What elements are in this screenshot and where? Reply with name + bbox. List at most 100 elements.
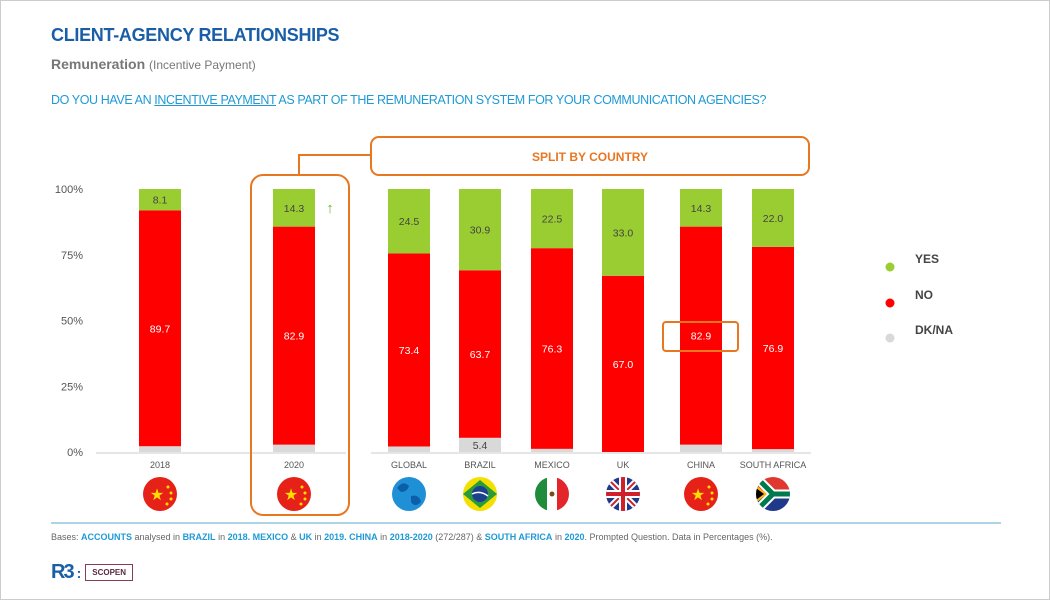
flag-body [392,477,426,511]
bases-part: ACCOUNTS [81,532,133,542]
flag-body: ★ [277,477,311,511]
page-title: CLIENT-AGENCY RELATIONSHIPS [51,25,340,45]
data-label: 33.0 [613,227,634,239]
flag-small-star [169,497,173,501]
data-label: 22.0 [763,213,784,225]
x-tick-label: BRAZIL [464,460,496,470]
x-tick-label: UK [617,460,630,470]
data-label: 5.4 [473,440,488,452]
data-label: 82.9 [284,331,305,343]
china-flag-icon: ★ [684,477,718,511]
bases-part: UK [299,532,313,542]
flag-small-star [300,485,304,489]
flag-body [756,477,790,511]
bar-dkna-segment [388,446,430,452]
legend-swatch [885,262,895,272]
survey-question: DO YOU HAVE AN INCENTIVE PAYMENT AS PART… [51,93,766,107]
question-link[interactable]: INCENTIVE PAYMENT [154,93,276,107]
flag-black [756,488,764,500]
split-by-country-label: SPLIT BY COUNTRY [532,150,648,164]
bar-dkna-segment [273,444,315,452]
flag-small-star [299,502,303,506]
flag-emblem [549,491,555,497]
flag-globe [472,486,488,502]
bases-part: Bases: [51,532,82,542]
flag-small-star [706,502,710,506]
legend-label: YES [915,252,939,266]
bar-no-segment [531,248,573,449]
split-by-country-box [370,136,810,176]
bases-part: 2018-2020 [389,532,433,542]
south-africa-flag-icon [756,477,790,511]
bar-no-segment [602,275,644,452]
y-tick-label: 50% [61,316,83,328]
data-label: 24.5 [399,216,420,228]
subtitle-text: Remuneration [51,56,146,72]
bar-no-segment [388,253,430,447]
bases-part: SOUTH AFRICA [484,532,553,542]
flag-cross-red [606,477,640,511]
bases-part: (272/287) & [432,532,485,542]
bar-no-segment [752,246,794,450]
flag-small-star [166,485,170,489]
flag-small-star [303,491,307,495]
data-label: 14.3 [691,203,712,215]
data-label: 76.3 [542,344,563,356]
data-label: 76.9 [763,343,784,355]
bar-dkna-segment [139,446,181,452]
bar-dkna-segment [680,444,722,452]
flag-small-star [165,502,169,506]
bar-yes-segment [139,189,181,211]
legend-swatch [885,333,895,343]
bar-no-segment [459,270,501,438]
bases-part: . Prompted Question. Data in Percentages… [584,532,773,542]
globe-icon [392,477,426,511]
data-label: 89.7 [150,323,171,335]
flag-band [471,491,489,497]
r3-logo: R3 [51,561,75,583]
china-flag-icon: ★ [277,477,311,511]
flag-green-y [756,477,790,511]
bases-part: 2018. MEXICO [227,532,289,542]
question-pre: DO YOU HAVE AN [51,93,155,107]
bar-no-segment [680,226,722,445]
uk-flag-icon [606,477,640,511]
y-tick-label: 75% [61,250,83,262]
x-tick-label: 2018 [150,460,170,470]
flag-body: ★ [143,477,177,511]
bases-part: & [288,532,300,542]
flag-small-star [710,491,714,495]
flag-body [535,477,569,511]
bases-part: analysed in [132,532,183,542]
brazil-flag-icon [463,477,497,511]
bar-yes-segment [459,189,501,271]
data-label: 67.0 [613,359,634,371]
logo-colon: : [76,564,82,581]
highlight-china-value-box [662,321,739,352]
flag-star: ★ [284,487,298,504]
bar-yes-segment [680,189,722,227]
subtitle-note: (Incentive Payment) [149,58,256,72]
flag-small-star [707,485,711,489]
bar-no-segment [273,226,315,445]
flag-star: ★ [150,487,164,504]
x-tick-label: SOUTH AFRICA [740,460,807,470]
bases-part: in [552,532,565,542]
question-post: AS PART OF THE REMUNERATION SYSTEM FOR Y… [276,93,767,107]
bar-yes-segment [602,189,644,276]
china-flag-icon: ★ [143,477,177,511]
bar-dkna-segment [752,449,794,452]
x-tick-label: MEXICO [534,460,570,470]
data-label: 8.1 [153,195,168,207]
flag-small-star [710,497,714,501]
page-subtitle: Remuneration (Incentive Payment) [51,56,256,72]
flag-body [606,477,640,511]
y-tick-label: 100% [55,184,83,196]
bar-no-segment [139,210,181,447]
bar-yes-segment [388,189,430,254]
flag-small-star [169,491,173,495]
flag-red [557,477,569,511]
data-label: 82.9 [691,331,712,343]
up-arrow-icon: ↑ [326,200,334,217]
legend-label: NO [915,288,933,302]
